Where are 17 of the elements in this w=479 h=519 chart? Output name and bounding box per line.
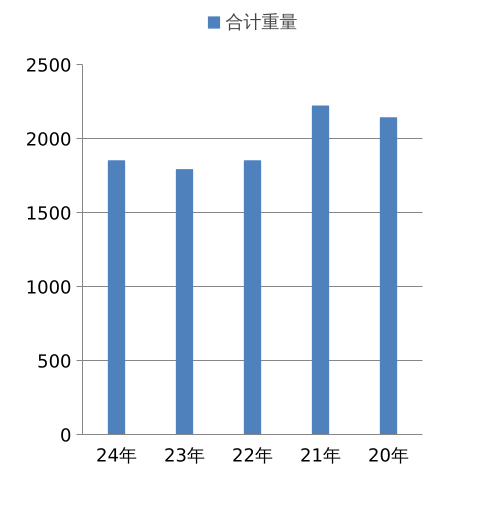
y-tick-label: 1000 [26,278,72,298]
bar [312,105,330,434]
bar [244,160,262,434]
bar [108,160,126,434]
legend-label: 合计重量 [226,11,298,34]
y-tick-label: 1500 [26,204,72,224]
x-tick-label: 24年 [96,446,137,466]
x-tick-label: 20年 [368,446,409,466]
y-tick-label: 0 [60,426,72,446]
y-tick-label: 2500 [26,56,72,76]
y-tick-label: 2000 [26,130,72,150]
x-tick-label: 22年 [232,446,273,466]
y-tick-label: 500 [37,352,72,372]
bar [380,117,398,434]
x-tick-label: 23年 [164,446,205,466]
x-tick-label: 21年 [300,446,341,466]
bar [176,169,194,434]
